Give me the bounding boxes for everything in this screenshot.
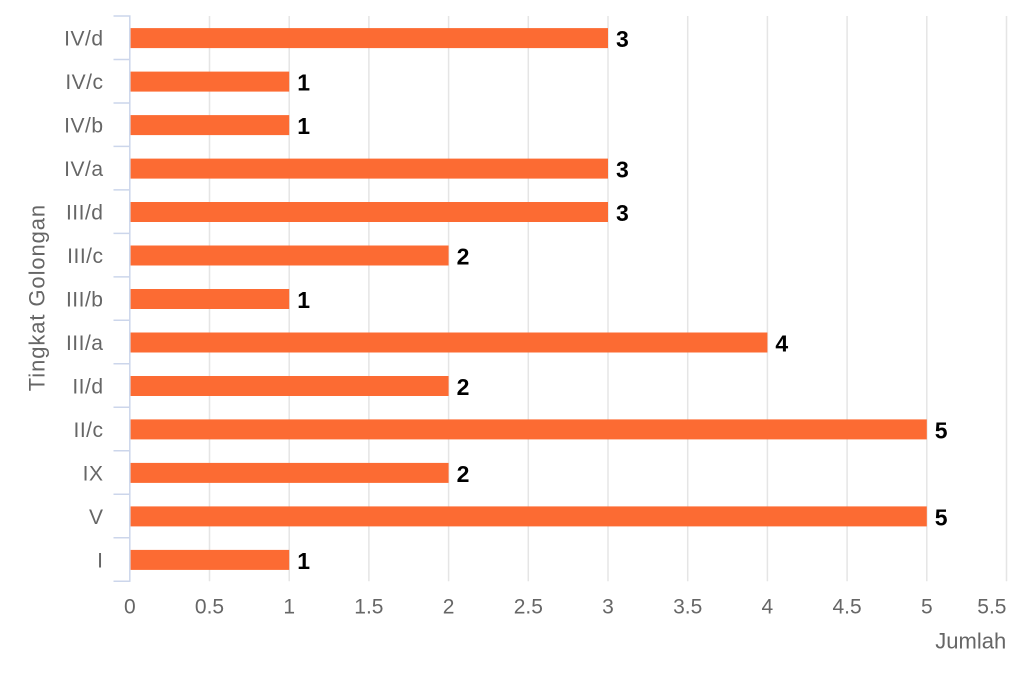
svg-text:3: 3 — [602, 596, 614, 619]
svg-text:1: 1 — [283, 596, 295, 619]
svg-text:III/a: III/a — [66, 332, 104, 355]
svg-text:4.5: 4.5 — [832, 596, 861, 619]
svg-text:0: 0 — [124, 596, 136, 619]
svg-text:3.5: 3.5 — [673, 596, 702, 619]
svg-text:2: 2 — [443, 596, 455, 619]
svg-text:2.5: 2.5 — [514, 596, 543, 619]
svg-text:5: 5 — [935, 504, 948, 530]
svg-text:II/d: II/d — [72, 375, 103, 398]
svg-text:IV/c: IV/c — [65, 71, 103, 94]
svg-text:1: 1 — [297, 287, 310, 313]
svg-text:0.5: 0.5 — [195, 596, 224, 619]
svg-text:III/d: III/d — [66, 201, 104, 224]
svg-text:III/b: III/b — [66, 288, 104, 311]
svg-text:I: I — [97, 549, 103, 572]
svg-text:IV/b: IV/b — [64, 115, 103, 138]
svg-text:1: 1 — [297, 548, 310, 574]
svg-text:Jumlah: Jumlah — [935, 629, 1006, 654]
svg-text:4: 4 — [775, 331, 788, 357]
svg-text:1: 1 — [297, 113, 310, 139]
svg-text:1: 1 — [297, 70, 310, 96]
svg-text:3: 3 — [616, 26, 629, 52]
svg-text:2: 2 — [457, 461, 470, 487]
svg-text:2: 2 — [457, 374, 470, 400]
svg-text:4: 4 — [762, 596, 774, 619]
svg-text:1.5: 1.5 — [354, 596, 383, 619]
svg-text:Tingkat Golongan: Tingkat Golongan — [25, 204, 50, 391]
svg-text:5: 5 — [935, 417, 948, 443]
svg-text:II/c: II/c — [73, 419, 103, 442]
svg-text:IV/a: IV/a — [64, 158, 103, 181]
svg-text:V: V — [89, 506, 104, 529]
svg-text:5.5: 5.5 — [977, 596, 1006, 619]
svg-text:3: 3 — [616, 157, 629, 183]
svg-text:2: 2 — [457, 244, 470, 270]
svg-text:III/c: III/c — [67, 245, 103, 268]
svg-text:5: 5 — [921, 596, 933, 619]
svg-text:IX: IX — [83, 462, 104, 485]
svg-text:IV/d: IV/d — [64, 28, 103, 51]
svg-text:3: 3 — [616, 200, 629, 226]
